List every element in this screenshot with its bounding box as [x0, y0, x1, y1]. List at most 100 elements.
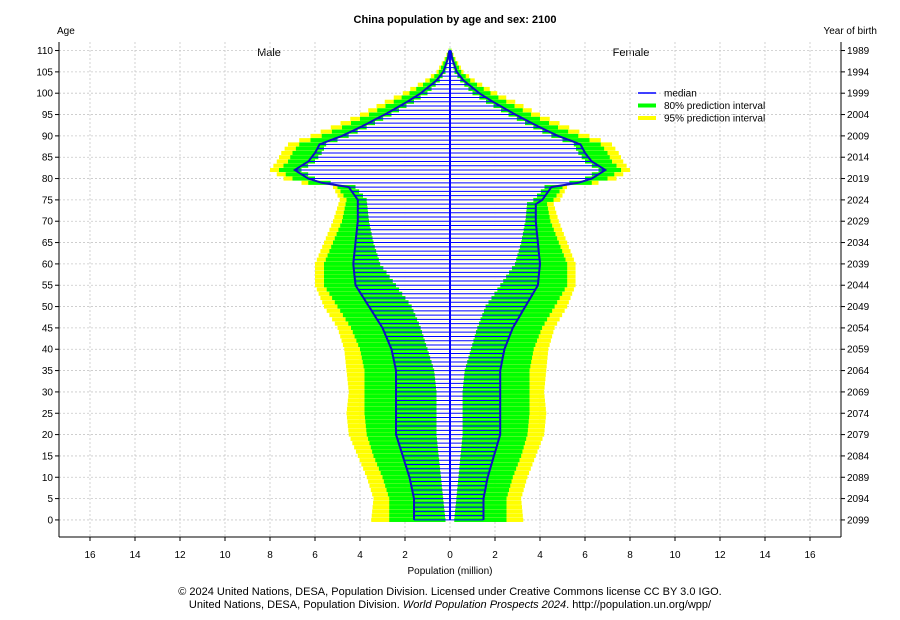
- male-80-band: [340, 189, 360, 194]
- birth-year-label: 2024: [847, 195, 870, 206]
- y-tick-label: 110: [37, 46, 53, 57]
- x-tick-label: 4: [537, 550, 543, 561]
- birth-year-label: 2034: [847, 238, 870, 249]
- male-80-band: [324, 261, 381, 266]
- male-80-band: [292, 176, 315, 181]
- female-80-band: [464, 82, 477, 87]
- y-tick-label: 15: [42, 451, 54, 462]
- male-80-band: [334, 236, 373, 241]
- birth-year-label: 2004: [847, 110, 870, 121]
- y-tick-label: 45: [42, 323, 54, 334]
- x-tick-label: 6: [312, 550, 318, 561]
- female-80-band: [533, 125, 558, 130]
- x-tick-label: 12: [714, 550, 726, 561]
- female-80-band: [542, 129, 569, 134]
- y-tick-label: 65: [42, 238, 54, 249]
- birth-year-label: 2074: [847, 409, 870, 420]
- birth-year-label: 2099: [847, 515, 870, 526]
- male-80-band: [279, 167, 302, 173]
- x-tick-label: 16: [84, 550, 96, 561]
- male-80-band: [288, 159, 315, 164]
- birth-year-label: 2054: [847, 323, 870, 334]
- male-80-band: [299, 142, 327, 147]
- female-80-band: [460, 78, 471, 83]
- female-80-band: [526, 210, 549, 215]
- male-80-band: [331, 244, 375, 249]
- x-tick-label: 16: [804, 550, 816, 561]
- x-tick-label: 8: [267, 550, 273, 561]
- y-tick-label: 90: [42, 131, 54, 142]
- y-tick-label: 35: [42, 366, 54, 377]
- y-axis-label-right: Year of birth: [823, 26, 877, 37]
- female-80-band: [493, 103, 515, 109]
- female-label: Female: [613, 47, 650, 59]
- male-80-band: [434, 74, 443, 79]
- female-80-band: [578, 150, 608, 155]
- legend-label: 80% prediction interval: [664, 101, 765, 112]
- male-80-band: [377, 108, 399, 113]
- x-tick-label: 14: [129, 550, 141, 561]
- female-80-band: [516, 116, 540, 121]
- female-80-band: [591, 163, 617, 168]
- x-tick-label: 0: [447, 550, 453, 561]
- x-tick-label: 12: [174, 550, 186, 561]
- birth-year-label: 2079: [847, 430, 870, 441]
- x-tick-label: 10: [669, 550, 681, 561]
- x-tick-label: 2: [402, 550, 408, 561]
- x-tick-label: 10: [219, 550, 231, 561]
- x-tick-label: 2: [492, 550, 498, 561]
- birth-year-label: 1999: [847, 89, 870, 100]
- male-label: Male: [257, 47, 281, 59]
- female-80-band: [517, 253, 564, 258]
- female-80-band: [519, 244, 561, 249]
- female-80-band: [508, 112, 531, 117]
- female-80-band: [562, 138, 590, 143]
- female-80-band: [523, 227, 554, 232]
- male-80-band: [342, 214, 369, 219]
- y-tick-label: 70: [42, 217, 54, 228]
- male-80-band: [333, 240, 374, 245]
- y-tick-label: 75: [42, 195, 54, 206]
- male-80-band: [325, 257, 379, 262]
- female-80-band: [457, 74, 466, 79]
- birth-year-label: 2019: [847, 174, 870, 185]
- birth-year-label: 2089: [847, 473, 870, 484]
- birth-year-label: 2044: [847, 281, 870, 292]
- male-80-band: [321, 133, 349, 138]
- male-80-band: [283, 163, 309, 168]
- y-tick-label: 20: [42, 430, 54, 441]
- copyright-line: © 2024 United Nations, DESA, Population …: [178, 586, 722, 598]
- y-tick-label: 5: [47, 494, 53, 505]
- citation-suffix: . http://population.un.org/wpp/: [566, 599, 712, 611]
- male-80-band: [290, 155, 319, 160]
- male-80-band: [342, 125, 367, 130]
- y-tick-label: 105: [36, 67, 53, 78]
- male-80-band: [295, 146, 324, 151]
- y-tick-label: 95: [42, 110, 54, 121]
- female-80-band: [479, 95, 499, 100]
- male-80-band: [385, 103, 407, 109]
- female-80-band: [468, 86, 484, 91]
- female-80-band: [514, 261, 568, 266]
- male-80-band: [345, 202, 368, 207]
- legend-label: 95% prediction interval: [664, 114, 765, 125]
- male-80-band: [336, 231, 372, 237]
- y-tick-label: 10: [42, 473, 54, 484]
- x-tick-label: 14: [759, 550, 771, 561]
- female-80-band: [518, 249, 563, 254]
- citation-line: United Nations, DESA, Population Divisio…: [0, 599, 900, 611]
- female-80-band: [516, 257, 566, 262]
- male-80-band: [429, 78, 440, 83]
- birth-year-label: 2069: [847, 387, 870, 398]
- y-tick-label: 30: [42, 387, 54, 398]
- male-80-band: [360, 116, 384, 121]
- female-80-band: [525, 219, 551, 224]
- citation-title: World Population Prospects 2024: [402, 599, 567, 611]
- female-80-band: [585, 176, 608, 181]
- x-tick-label: 6: [582, 550, 588, 561]
- female-80-band: [472, 91, 491, 96]
- legend-label: median: [664, 89, 697, 100]
- chart-title: China population by age and sex: 2100: [354, 14, 557, 26]
- x-tick-label: 4: [357, 550, 363, 561]
